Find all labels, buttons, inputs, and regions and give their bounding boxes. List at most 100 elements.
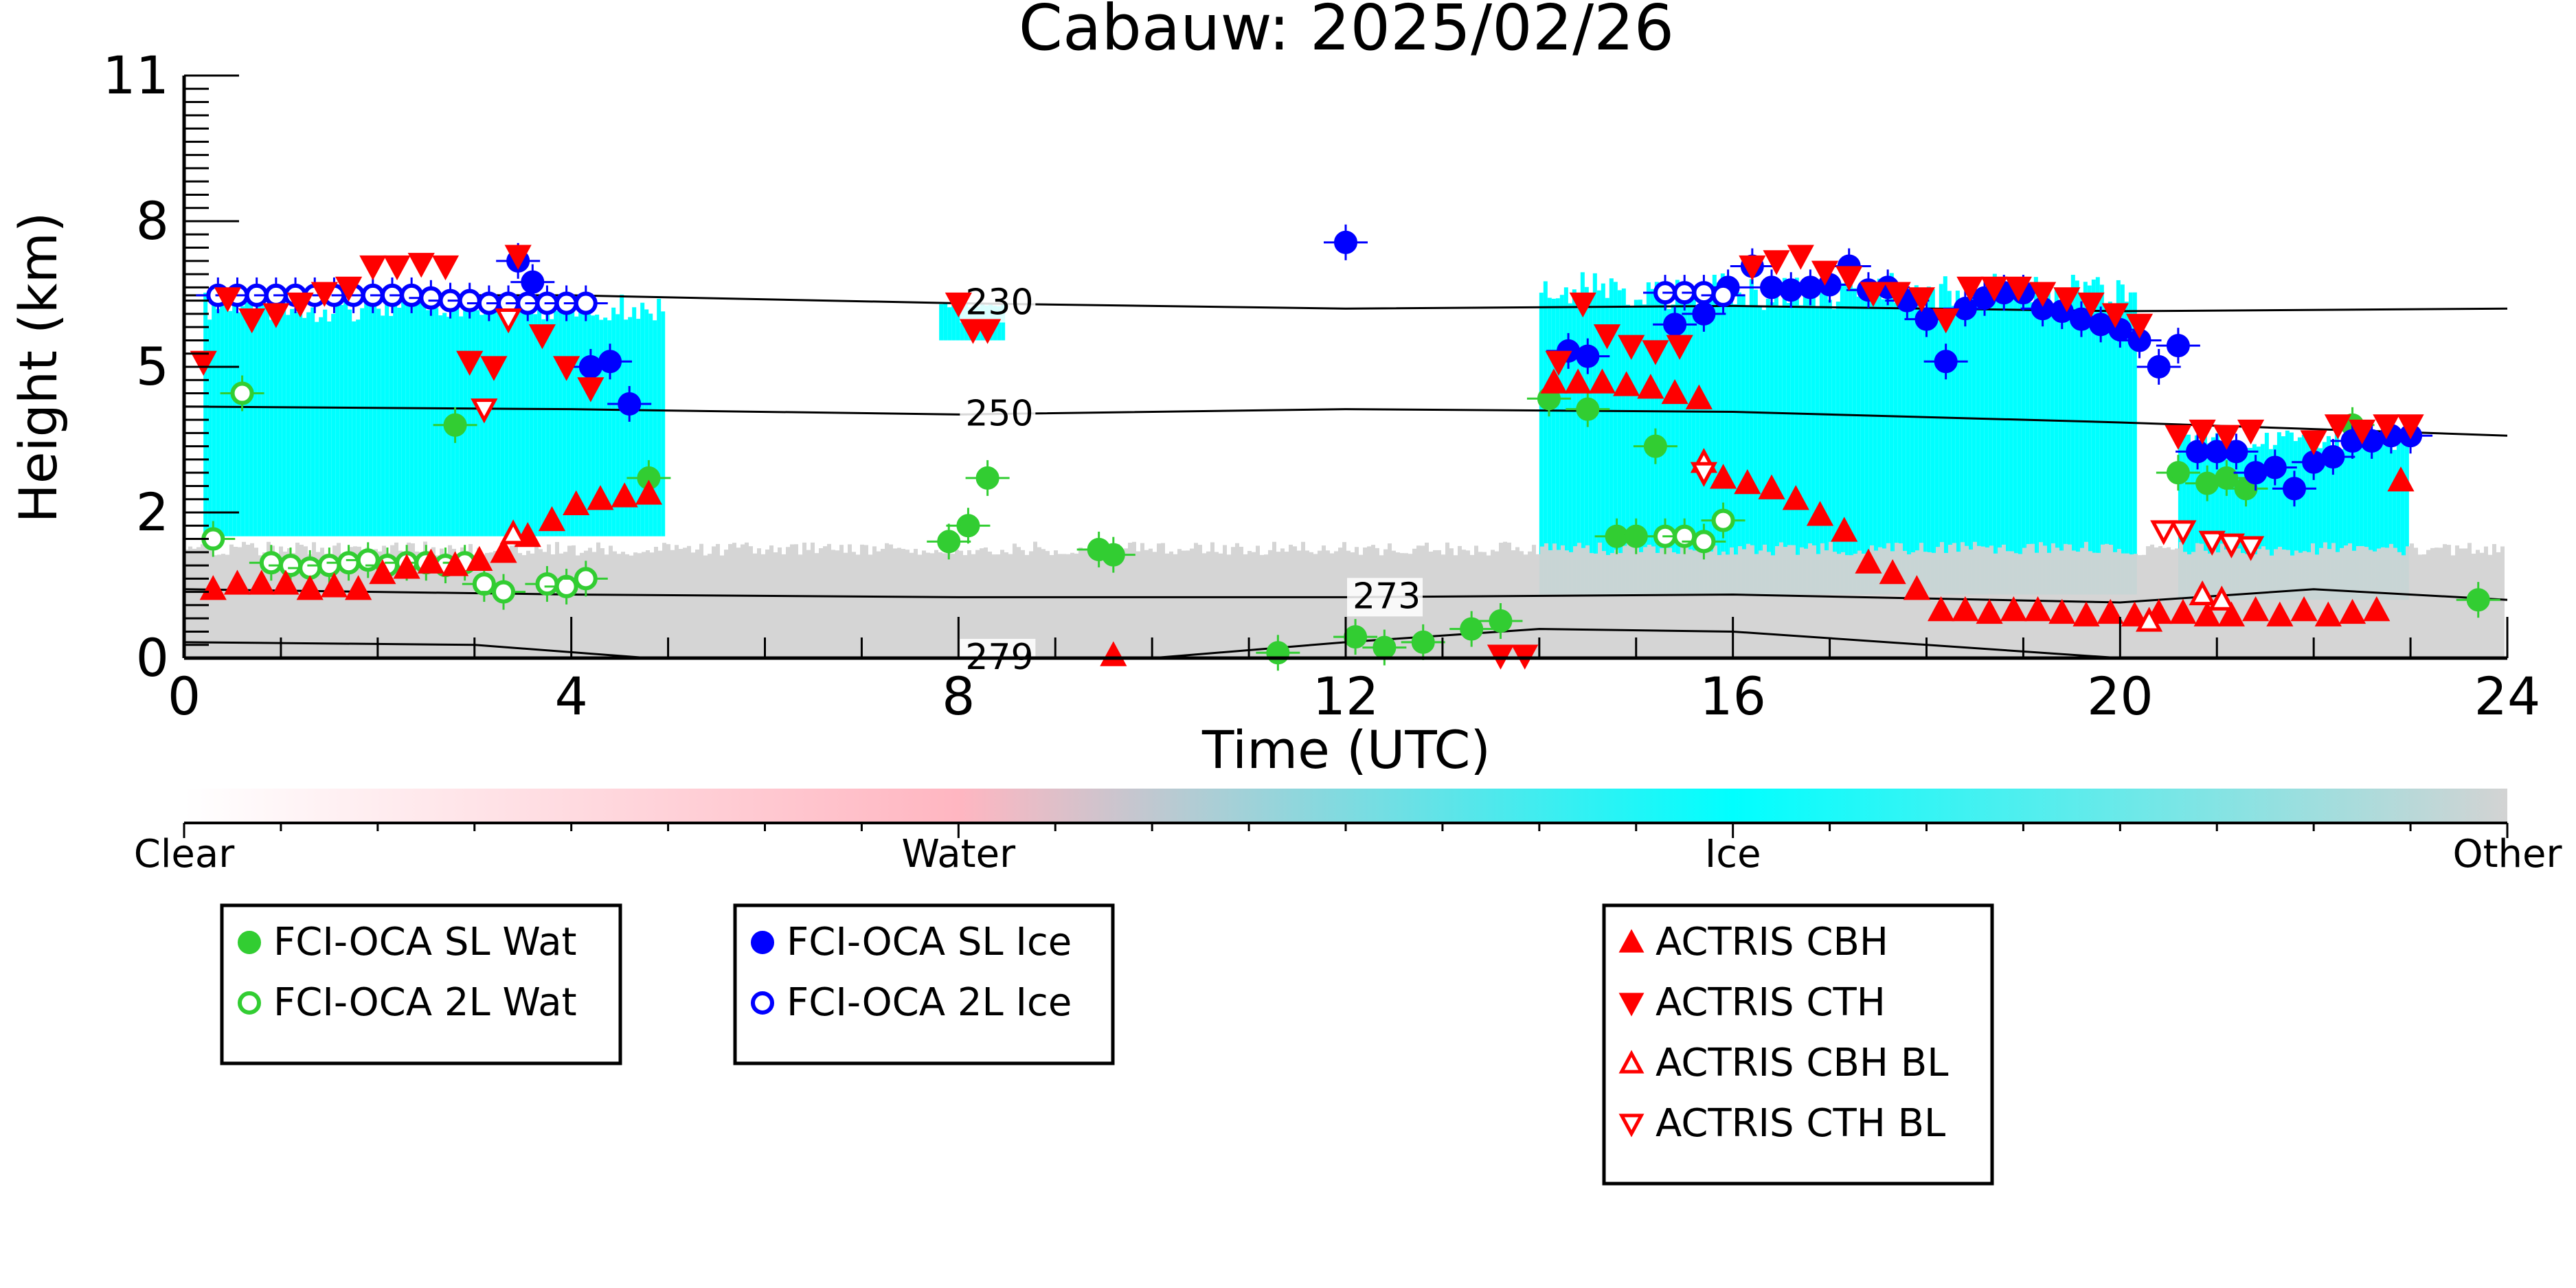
data-point bbox=[2165, 425, 2192, 450]
data-point bbox=[1643, 434, 1667, 458]
data-point bbox=[1564, 368, 1592, 394]
data-point bbox=[356, 548, 380, 572]
y-tick-label: 8 bbox=[136, 190, 169, 251]
data-point bbox=[1860, 282, 1887, 307]
data-point bbox=[2208, 585, 2235, 611]
data-point bbox=[563, 490, 590, 516]
data-point bbox=[223, 569, 251, 595]
legend-marker bbox=[751, 991, 774, 1015]
data-point bbox=[1952, 596, 1979, 622]
y-axis-label: Height (km) bbox=[8, 212, 69, 523]
data-point bbox=[1613, 371, 1640, 396]
contour-label-250: 250 bbox=[965, 393, 1033, 434]
data-point bbox=[1914, 307, 1939, 331]
legend-entry: FCI-OCA SL Wat bbox=[273, 920, 577, 964]
data-point bbox=[2189, 580, 2216, 606]
data-point bbox=[2338, 598, 2366, 624]
data-markers bbox=[190, 224, 2500, 671]
data-point bbox=[2089, 313, 2113, 337]
series-actris-cbh bbox=[199, 368, 2415, 666]
x-tick-label: 4 bbox=[554, 666, 587, 727]
data-point bbox=[1763, 250, 1790, 275]
data-point bbox=[279, 554, 303, 578]
data-point bbox=[1976, 598, 2003, 624]
data-point bbox=[554, 574, 578, 598]
data-point bbox=[1956, 276, 1984, 302]
data-point bbox=[495, 308, 522, 334]
data-point bbox=[1624, 524, 1648, 548]
data-point bbox=[1908, 287, 1936, 313]
data-point bbox=[259, 551, 283, 575]
colorbar: Clear Water Ice Other bbox=[134, 789, 2562, 877]
data-point bbox=[1372, 635, 1397, 659]
data-point bbox=[1787, 245, 1814, 270]
data-point bbox=[2321, 445, 2345, 469]
data-point bbox=[2324, 414, 2351, 440]
data-point bbox=[1540, 368, 1568, 394]
data-point bbox=[2290, 596, 2318, 622]
data-point bbox=[2048, 598, 2076, 624]
data-point bbox=[1760, 275, 1784, 300]
data-point bbox=[1806, 501, 1834, 526]
data-point bbox=[2215, 466, 2239, 490]
data-point bbox=[2004, 276, 2032, 302]
data-point bbox=[2349, 419, 2376, 445]
data-point bbox=[310, 282, 338, 307]
data-point bbox=[286, 292, 314, 318]
data-point bbox=[393, 554, 420, 579]
data-point bbox=[457, 289, 482, 313]
data-point bbox=[1980, 276, 2008, 302]
data-point bbox=[2373, 414, 2400, 440]
legend-marker bbox=[238, 931, 261, 954]
data-point bbox=[2263, 455, 2287, 479]
data-point bbox=[2195, 471, 2219, 495]
data-point bbox=[466, 545, 493, 571]
data-point bbox=[521, 270, 545, 294]
data-point bbox=[1831, 517, 1858, 542]
data-point bbox=[345, 575, 372, 600]
data-point bbox=[2466, 588, 2490, 612]
data-point bbox=[635, 479, 662, 505]
data-point bbox=[2217, 533, 2245, 558]
data-point bbox=[456, 350, 484, 376]
legend-entry: FCI-OCA 2L Wat bbox=[273, 980, 577, 1025]
data-point bbox=[320, 572, 348, 598]
data-point bbox=[400, 283, 424, 307]
data-point bbox=[298, 556, 322, 580]
data-point bbox=[1690, 462, 1717, 487]
data-point bbox=[499, 519, 527, 545]
data-point bbox=[2166, 334, 2190, 358]
data-point bbox=[535, 572, 559, 596]
data-point bbox=[490, 538, 517, 563]
data-point bbox=[578, 355, 602, 379]
legend-entry: FCI-OCA 2L Ice bbox=[787, 980, 1072, 1025]
data-point bbox=[2097, 598, 2124, 624]
cloud-mask-background bbox=[184, 272, 2505, 658]
data-point bbox=[1711, 283, 1735, 307]
data-point bbox=[618, 392, 642, 416]
contour-273 bbox=[183, 588, 2508, 604]
data-point bbox=[1855, 548, 1882, 574]
data-point bbox=[2314, 601, 2342, 626]
legend-entry: ACTRIS CBH BL bbox=[1656, 1041, 1948, 1085]
data-point bbox=[611, 482, 638, 508]
legend-entry: ACTRIS CTH bbox=[1656, 980, 1886, 1025]
data-point bbox=[2242, 596, 2270, 622]
series-fci-oca-2l-ice bbox=[196, 275, 1745, 321]
data-point bbox=[2101, 303, 2129, 328]
data-point bbox=[937, 530, 961, 554]
data-point bbox=[1798, 275, 1822, 300]
data-point bbox=[574, 567, 598, 591]
data-point bbox=[1460, 617, 1484, 641]
data-point bbox=[1545, 350, 1572, 376]
data-point bbox=[1934, 350, 1958, 374]
y-tick-label: 11 bbox=[102, 45, 169, 106]
data-point bbox=[2387, 466, 2415, 492]
data-point bbox=[1758, 474, 1785, 499]
data-point bbox=[1666, 335, 1693, 360]
data-point bbox=[419, 286, 443, 310]
data-point bbox=[2121, 601, 2149, 626]
data-point bbox=[383, 255, 411, 281]
contour-label-273: 273 bbox=[1353, 576, 1421, 617]
